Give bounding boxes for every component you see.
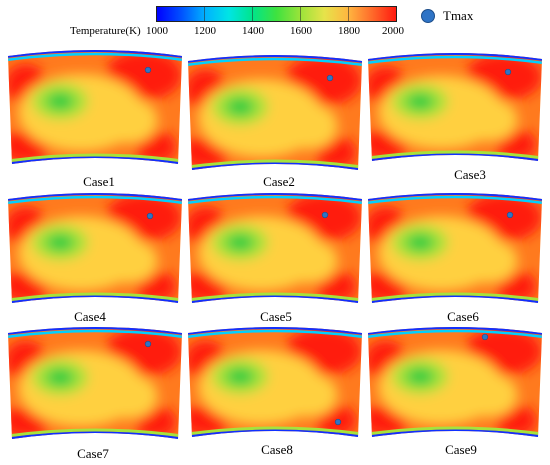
bottom-wall-band [188, 426, 362, 436]
tmax-marker-icon [321, 211, 329, 219]
colorbar-divider [348, 6, 349, 22]
bottom-wall-band [368, 295, 542, 303]
case-label: Case4 [74, 309, 106, 324]
bottom-wall-band [188, 159, 362, 169]
contour-panel [368, 327, 542, 437]
top-wall-band [188, 57, 362, 67]
bottom-wall-band [8, 428, 182, 438]
tmax-marker-icon [504, 68, 512, 76]
tmax-marker-icon [146, 212, 154, 220]
tmax-marker-icon [481, 333, 489, 341]
top-wall-band [368, 329, 542, 339]
temperature-field [8, 193, 182, 302]
bottom-wall-band [8, 156, 182, 164]
temperature-colorbar [156, 6, 397, 22]
colorbar-divider [300, 6, 301, 22]
colorbar-tick-label: 2000 [382, 25, 404, 37]
case-label: Case5 [260, 309, 292, 324]
colorbar-gradient [156, 6, 397, 22]
colorbar-tick-label: 1000 [146, 25, 168, 37]
case-label: Case3 [454, 167, 486, 182]
bottom-wall-band [188, 162, 362, 170]
colorbar-tick-label: 1400 [242, 25, 264, 37]
colorbar-tick-label: 1200 [194, 25, 216, 37]
bottom-wall-band [368, 153, 542, 161]
contour-panel [188, 55, 362, 170]
temperature-field [188, 55, 362, 169]
contour-panel [188, 193, 362, 303]
bottom-wall-band [8, 431, 182, 439]
tmax-marker-icon [506, 211, 514, 219]
case-label: Case2 [263, 174, 295, 189]
colorbar-tick-label: 1800 [338, 25, 360, 37]
contour-panel [368, 193, 542, 303]
temperature-field [368, 53, 542, 160]
bottom-wall-band [188, 295, 362, 303]
temperature-field [8, 327, 182, 438]
colorbar-tick-label: 1600 [290, 25, 312, 37]
bottom-wall-band [368, 426, 542, 436]
temperature-field [368, 193, 542, 302]
top-wall-band [188, 329, 362, 339]
bottom-wall-band [8, 295, 182, 303]
temperature-field [188, 193, 362, 302]
case-label: Case8 [261, 442, 293, 457]
top-wall-band [8, 52, 182, 62]
top-wall-band [8, 329, 182, 339]
case-label: Case1 [83, 174, 115, 189]
bottom-wall-band [188, 292, 362, 302]
tmax-marker-icon [144, 340, 152, 348]
tmax-marker-icon [144, 66, 152, 74]
contour-panel [188, 327, 362, 437]
tmax-marker-icon [421, 9, 435, 23]
top-wall-band [368, 55, 542, 65]
contour-panel [8, 193, 182, 303]
bottom-wall-band [368, 429, 542, 437]
contour-panel [368, 53, 542, 161]
contour-panel [8, 50, 182, 164]
top-wall-band [368, 195, 542, 205]
case-label: Case6 [447, 309, 479, 324]
bottom-wall-band [368, 292, 542, 302]
temperature-field [188, 327, 362, 436]
bottom-wall-band [368, 150, 542, 160]
legend-label: Tmax [443, 8, 474, 23]
top-wall-band [188, 195, 362, 205]
top-wall-band [8, 195, 182, 205]
colorbar-divider [204, 6, 205, 22]
bottom-wall-band [8, 153, 182, 163]
bottom-wall-band [188, 429, 362, 437]
tmax-marker-icon [326, 74, 334, 82]
contour-panel [8, 327, 182, 439]
bottom-wall-band [8, 292, 182, 302]
colorbar-divider [252, 6, 253, 22]
temperature-field [8, 50, 182, 163]
tmax-marker-icon [334, 418, 342, 426]
case-label: Case7 [77, 446, 109, 461]
colorbar-title: Temperature(K) [70, 25, 141, 37]
case-label: Case9 [445, 442, 477, 457]
